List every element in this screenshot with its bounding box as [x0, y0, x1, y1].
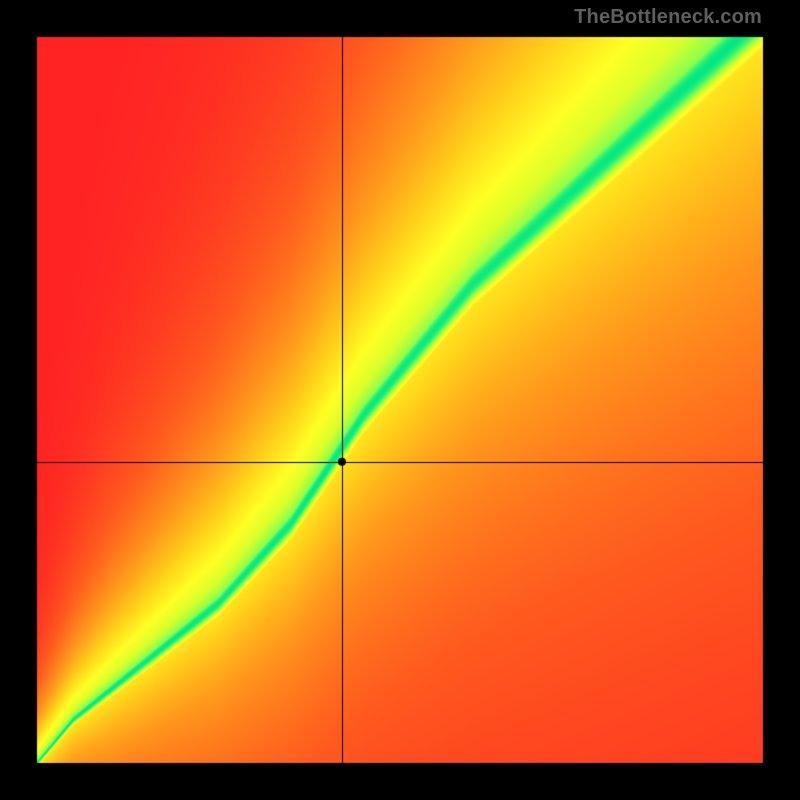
watermark-text: TheBottleneck.com — [574, 6, 762, 29]
bottleneck-heatmap — [0, 0, 800, 800]
